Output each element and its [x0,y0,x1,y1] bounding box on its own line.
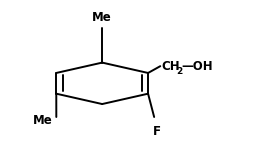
Text: F: F [153,125,161,138]
Text: CH: CH [161,60,180,73]
Text: —OH: —OH [181,60,213,73]
Text: 2: 2 [176,67,183,76]
Text: Me: Me [33,114,52,127]
Text: Me: Me [92,11,112,24]
